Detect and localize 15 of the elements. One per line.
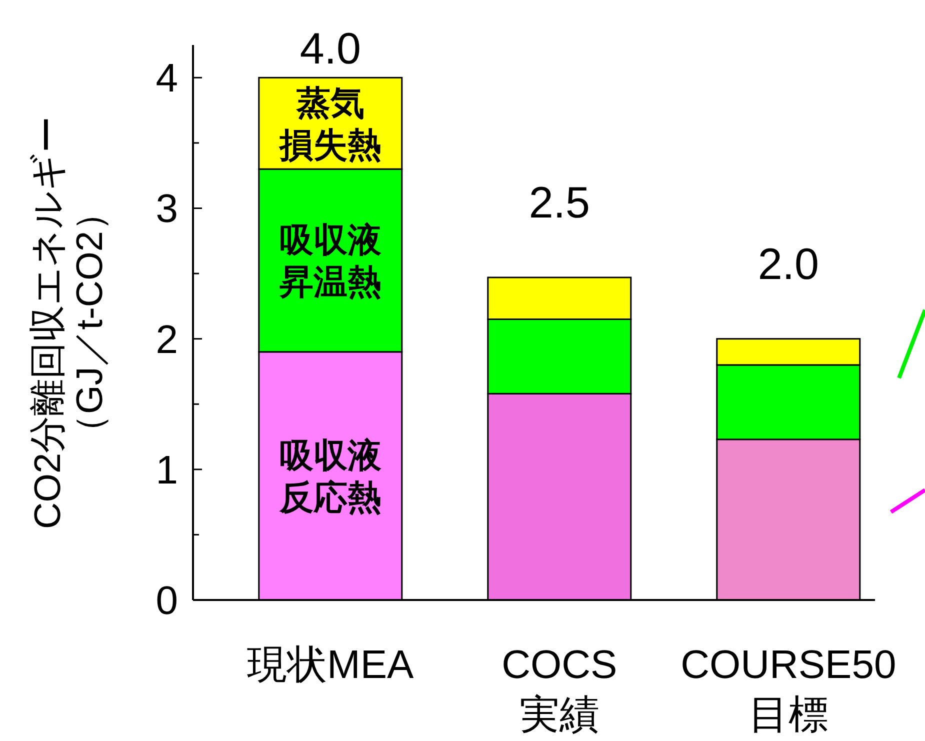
y-tick-label: 1 — [156, 448, 178, 492]
total-label: 4.0 — [300, 24, 361, 74]
series-label: 吸収液反応熱 — [278, 436, 382, 517]
total-label: 2.0 — [758, 240, 819, 289]
x-tick-label: COURSE50 目標 — [680, 643, 896, 737]
y-tick-label: 3 — [156, 187, 178, 232]
y-tick-label: 4 — [156, 56, 178, 101]
total-label: 2.5 — [528, 178, 590, 228]
series-label: 蒸気損失熱 — [278, 84, 382, 164]
x-tick-label: COCS 実績 — [502, 643, 618, 737]
x-tick-label: 現状MEA — [247, 643, 414, 687]
y-tick-label: 0 — [156, 579, 178, 623]
series-label: 吸収液昇温熱 — [278, 221, 382, 302]
y-axis-title: CO2分離回収エネルギー（GJ／t-CO2） — [27, 116, 110, 530]
y-tick-label: 2 — [156, 318, 178, 362]
